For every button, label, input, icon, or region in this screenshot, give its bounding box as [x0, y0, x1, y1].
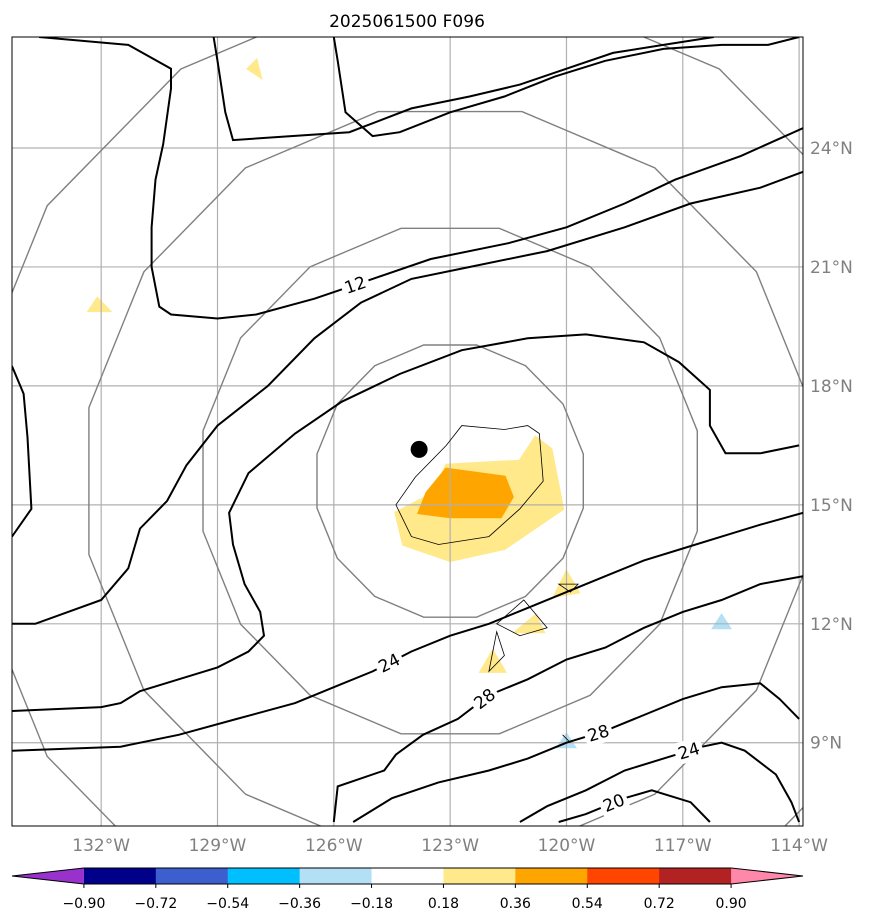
- colorbar-tick-label: −0.36: [278, 896, 321, 912]
- isoline-label-bg: [466, 681, 503, 716]
- colorbar-swatch: [299, 868, 373, 884]
- isoline: [558, 789, 711, 823]
- colorbar-tick-label: −0.18: [350, 896, 393, 912]
- x-tick-label: 123°W: [421, 836, 479, 856]
- thin-contour: [488, 630, 505, 673]
- y-tick-label: 9°N: [810, 734, 842, 754]
- colorbar-tick-label: 0.72: [644, 896, 675, 912]
- x-tick-label: 126°W: [305, 836, 363, 856]
- isoline-label-bg: [596, 787, 631, 819]
- thin-contour: [395, 425, 544, 545]
- colorbar-tick-label: 0.18: [428, 896, 459, 912]
- colorbar-tick-label: −0.54: [206, 896, 249, 912]
- y-tick-label: 24°N: [810, 139, 853, 159]
- colorbar-tick-label: 0.36: [500, 896, 531, 912]
- y-tick-label: 15°N: [810, 496, 853, 516]
- isoline: [332, 575, 803, 823]
- colorbar-swatch: [659, 868, 732, 884]
- shade-region: [246, 57, 263, 81]
- chart-title: 2025061500 F096: [329, 12, 485, 32]
- plot-frame: [11, 36, 804, 827]
- x-tick-label: 132°W: [72, 836, 130, 856]
- isoline: [12, 170, 803, 625]
- colorbar: −0.90 −0.72 −0.54 −0.36 −0.18 0.18 0.36 0.54 0.7…: [11, 867, 804, 912]
- shade-region: [86, 296, 113, 313]
- y-tick-label: 21°N: [810, 258, 853, 278]
- colorbar-swatch: [12, 868, 84, 884]
- isoline: [519, 741, 801, 823]
- isoline: [212, 37, 714, 142]
- x-axis-ticks: 132°W 129°W 126°W 123°W 120°W 117°W 114°W: [72, 836, 828, 856]
- thin-contour: [562, 734, 571, 743]
- y-axis-ticks: 9°N 12°N 15°N 18°N 21°N 24°N: [810, 139, 853, 754]
- isoline: [12, 333, 800, 712]
- isoline: [12, 511, 803, 752]
- isoline-label-bg: [672, 736, 706, 766]
- colorbar-swatch: [443, 868, 516, 884]
- isoline: [332, 37, 800, 138]
- isoline-label-bg: [338, 269, 372, 300]
- x-tick-label: 114°W: [770, 836, 828, 856]
- colorbar-swatch: [371, 868, 444, 884]
- thin-contours: [395, 425, 580, 743]
- colorbar-swatch: [731, 868, 803, 884]
- shade-region: [711, 613, 733, 630]
- colorbar-tick-label: −0.90: [62, 896, 105, 912]
- isoline-label-bg: [371, 646, 407, 680]
- colorbar-tick-label: −0.72: [134, 896, 177, 912]
- isoline-label-bg: [581, 718, 615, 748]
- isoline-label-group: 20: [596, 787, 631, 819]
- thin-contour: [495, 599, 548, 637]
- colorbar-swatch: [227, 868, 301, 884]
- x-tick-label: 120°W: [538, 836, 596, 856]
- storm-center-marker: [410, 440, 428, 458]
- isoline: [39, 37, 803, 320]
- colorbar-swatch: [155, 868, 229, 884]
- x-tick-label: 129°W: [189, 836, 247, 856]
- range-ring: [316, 344, 584, 618]
- colorbar-swatch: [515, 868, 588, 884]
- colorbar-tick-label: 0.90: [716, 896, 747, 912]
- range-ring: [202, 227, 698, 735]
- colorbar-tick-label: 0.54: [572, 896, 603, 912]
- colorbar-swatch: [587, 868, 660, 884]
- isoline: [12, 365, 33, 538]
- y-tick-label: 12°N: [810, 615, 853, 635]
- colorbar-swatch: [83, 868, 157, 884]
- x-tick-label: 117°W: [654, 836, 712, 856]
- y-tick-label: 18°N: [810, 377, 853, 397]
- center-marker-layer: [410, 440, 428, 458]
